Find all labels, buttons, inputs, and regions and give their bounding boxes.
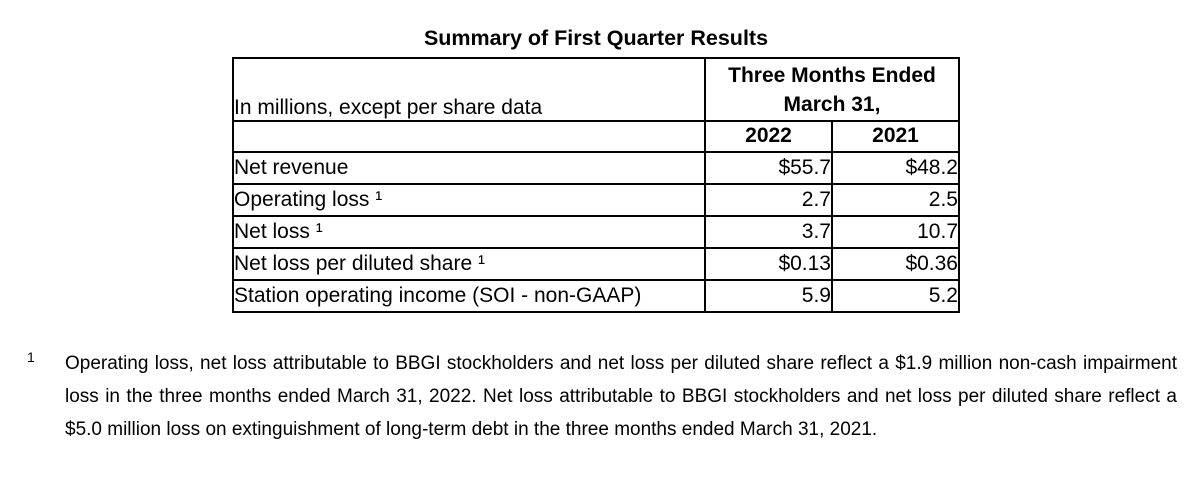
row-value-2021: $48.2 <box>831 151 960 185</box>
row-value-2021: 5.2 <box>831 279 960 313</box>
table-row-station-operating-income: Station operating income (SOI - non-GAAP… <box>232 279 960 313</box>
table-row-net-loss: Net loss ¹ 3.7 10.7 <box>232 215 960 249</box>
table-header-row: In millions, except per share data Three… <box>232 57 960 122</box>
footnote-marker: 1 <box>27 349 35 365</box>
footnote-text: Operating loss, net loss attributable to… <box>65 353 1177 440</box>
year-header-row: 2022 2021 <box>232 120 960 153</box>
row-label: Station operating income (SOI - non-GAAP… <box>232 279 706 313</box>
empty-corner-cell <box>232 120 706 153</box>
row-value-2022: 3.7 <box>704 215 833 249</box>
summary-table: In millions, except per share data Three… <box>232 57 960 313</box>
period-header-line2: March 31, <box>783 92 881 116</box>
row-value-2021: $0.36 <box>831 247 960 281</box>
table-row-net-revenue: Net revenue $55.7 $48.2 <box>232 151 960 185</box>
row-value-2022: 2.7 <box>704 183 833 217</box>
row-value-2021: 2.5 <box>831 183 960 217</box>
table-row-operating-loss: Operating loss ¹ 2.7 2.5 <box>232 183 960 217</box>
row-label: Net loss ¹ <box>232 215 706 249</box>
period-header-line1: Three Months Ended <box>728 63 936 87</box>
year-column-2022: 2022 <box>704 120 833 153</box>
units-label: In millions, except per share data <box>232 57 706 122</box>
row-value-2021: 10.7 <box>831 215 960 249</box>
row-value-2022: $0.13 <box>704 247 833 281</box>
period-header-cell: Three Months Ended March 31, <box>704 57 960 122</box>
row-value-2022: $55.7 <box>704 151 833 185</box>
page-title: Summary of First Quarter Results <box>423 26 769 50</box>
row-label: Net revenue <box>232 151 706 185</box>
row-value-2022: 5.9 <box>704 279 833 313</box>
row-label: Net loss per diluted share ¹ <box>232 247 706 281</box>
year-column-2021: 2021 <box>831 120 960 153</box>
row-label: Operating loss ¹ <box>232 183 706 217</box>
table-row-net-loss-per-share: Net loss per diluted share ¹ $0.13 $0.36 <box>232 247 960 281</box>
